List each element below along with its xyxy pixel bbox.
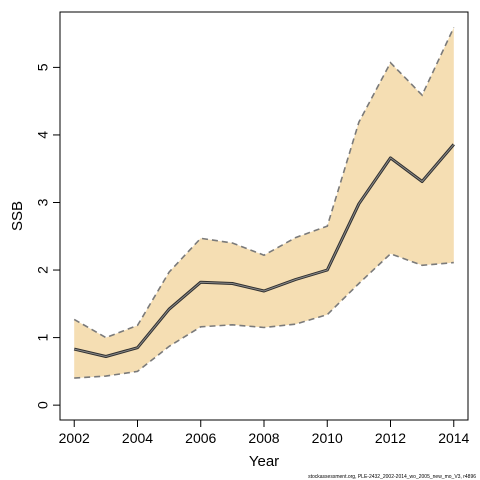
x-tick-label: 2008 <box>248 430 279 446</box>
y-tick-label: 5 <box>35 63 51 71</box>
y-axis: 0 1 2 3 4 5 <box>35 63 60 409</box>
x-tick-label: 2012 <box>375 430 406 446</box>
x-tick-label: 2004 <box>122 430 153 446</box>
x-axis: 2002 2004 2006 2008 2010 2012 2014 <box>59 420 470 446</box>
confidence-band <box>74 27 454 379</box>
lower-bound-line <box>74 252 454 379</box>
ssb-line-highlight <box>74 144 455 357</box>
x-tick-label: 2002 <box>59 430 90 446</box>
y-tick-label: 2 <box>35 266 51 274</box>
y-axis-title: SSB <box>9 201 26 231</box>
credit-text: stockassessment.org, PLE-2432_2002-2014_… <box>308 474 476 480</box>
y-tick-label: 1 <box>35 333 51 341</box>
y-tick-label: 3 <box>35 198 51 206</box>
y-tick-label: 0 <box>35 401 51 409</box>
upper-bound-line <box>73 27 455 339</box>
plot-content <box>73 27 455 379</box>
x-tick-label: 2014 <box>438 430 469 446</box>
x-tick-label: 2006 <box>185 430 216 446</box>
x-axis-title: Year <box>249 453 279 470</box>
y-tick-label: 4 <box>35 131 51 139</box>
x-tick-label: 2010 <box>312 430 343 446</box>
